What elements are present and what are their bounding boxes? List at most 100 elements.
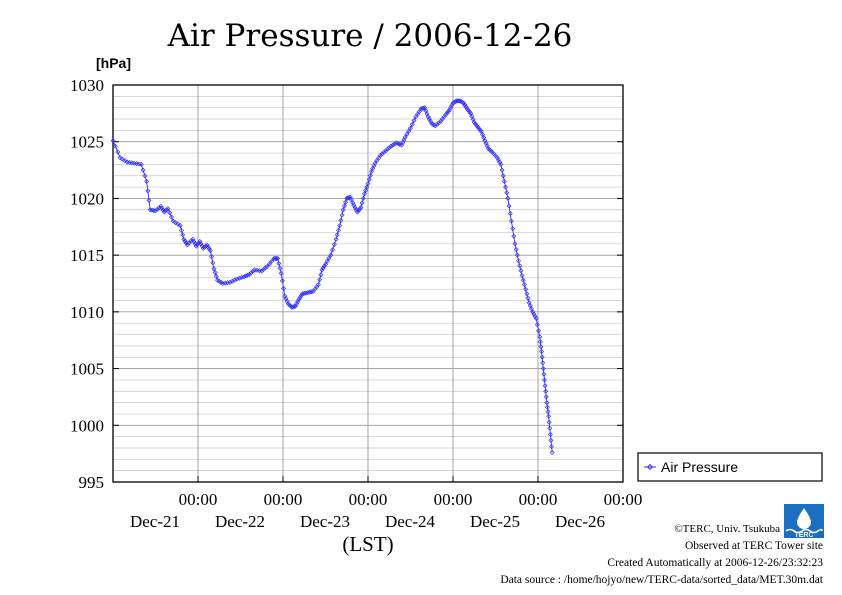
data-point xyxy=(211,266,217,272)
data-point xyxy=(206,246,212,252)
data-point xyxy=(537,334,543,340)
data-point xyxy=(406,128,412,134)
water-drop-icon xyxy=(797,508,811,529)
x-axis-title: (LST) xyxy=(342,532,393,556)
data-point xyxy=(165,206,171,212)
data-point xyxy=(345,195,351,201)
data-point xyxy=(328,252,334,258)
data-point xyxy=(420,105,426,111)
legend: Air Pressure xyxy=(637,452,823,482)
data-point xyxy=(274,256,280,262)
data-point xyxy=(510,226,516,232)
data-point xyxy=(277,265,283,271)
data-point xyxy=(173,220,179,226)
data-point xyxy=(209,254,215,260)
data-point xyxy=(533,316,539,322)
data-point xyxy=(379,151,385,157)
data-point xyxy=(425,114,431,120)
data-point xyxy=(501,178,507,184)
data-point xyxy=(494,155,500,161)
data-point xyxy=(153,208,158,214)
data-point xyxy=(512,241,518,247)
data-point xyxy=(381,149,387,155)
x-tick-date-label: Dec-22 xyxy=(215,512,265,531)
data-point xyxy=(513,246,519,252)
data-point xyxy=(266,261,272,267)
data-point xyxy=(269,258,275,264)
data-point xyxy=(411,118,417,124)
data-point xyxy=(317,277,323,283)
data-point xyxy=(112,143,118,149)
data-point xyxy=(210,260,216,266)
data-point xyxy=(331,242,337,248)
data-point xyxy=(170,218,176,224)
major-grid xyxy=(113,85,624,482)
data-point xyxy=(290,304,296,310)
data-point xyxy=(119,156,125,162)
data-point xyxy=(519,273,525,279)
data-point xyxy=(232,277,238,283)
data-point xyxy=(222,280,228,286)
data-point xyxy=(261,267,267,273)
data-point xyxy=(497,159,503,165)
data-point xyxy=(463,104,469,110)
data-point xyxy=(541,371,547,377)
data-point xyxy=(541,377,547,383)
data-point xyxy=(154,206,160,212)
data-point xyxy=(543,388,549,394)
data-point xyxy=(142,173,148,179)
data-point xyxy=(338,217,344,223)
data-point xyxy=(544,404,550,410)
data-point xyxy=(426,116,432,122)
data-point xyxy=(525,295,531,301)
data-point xyxy=(335,227,341,233)
x-tick-time-label: 00:00 xyxy=(604,490,643,509)
data-point xyxy=(343,199,349,205)
data-point xyxy=(364,184,370,190)
data-point xyxy=(197,239,203,245)
data-point xyxy=(444,110,450,116)
x-tick-date-label: Dec-25 xyxy=(470,512,520,531)
chart-title: Air Pressure / 2006-12-26 xyxy=(167,18,573,54)
data-point xyxy=(138,161,144,167)
data-point xyxy=(390,142,396,148)
data-point xyxy=(193,243,199,249)
data-point xyxy=(532,313,538,319)
data-point xyxy=(524,291,530,297)
data-point xyxy=(538,344,544,350)
data-point xyxy=(356,208,362,214)
data-point xyxy=(140,167,146,173)
data-point xyxy=(190,236,196,242)
data-point xyxy=(351,202,357,208)
x-tick-date-label: Dec-24 xyxy=(385,512,436,531)
wave-icon xyxy=(785,528,823,534)
data-point xyxy=(241,274,247,280)
data-point xyxy=(361,191,367,197)
data-point xyxy=(161,209,167,215)
data-point xyxy=(354,209,360,215)
data-point xyxy=(163,208,169,214)
data-point xyxy=(291,304,297,310)
data-point xyxy=(146,197,152,203)
data-point xyxy=(495,157,501,163)
data-point xyxy=(207,248,213,254)
x-tick-time-label: 00:00 xyxy=(264,490,303,509)
data-point xyxy=(499,167,505,173)
data-point xyxy=(409,121,415,127)
credit-created: Created Automatically at 2006-12-26/23:3… xyxy=(607,557,823,569)
y-tick-label: 1025 xyxy=(70,133,104,152)
data-point xyxy=(506,203,512,209)
data-point xyxy=(296,296,302,302)
data-point xyxy=(205,244,211,250)
data-point xyxy=(428,118,434,124)
y-tick-label: 1020 xyxy=(70,189,104,208)
data-point xyxy=(151,208,157,214)
data-point xyxy=(250,268,256,274)
data-point xyxy=(508,218,514,224)
data-point xyxy=(281,285,287,291)
data-point xyxy=(540,366,546,372)
legend-box xyxy=(637,452,823,482)
data-point xyxy=(500,173,506,179)
data-point xyxy=(168,214,174,220)
data-point xyxy=(346,195,352,201)
